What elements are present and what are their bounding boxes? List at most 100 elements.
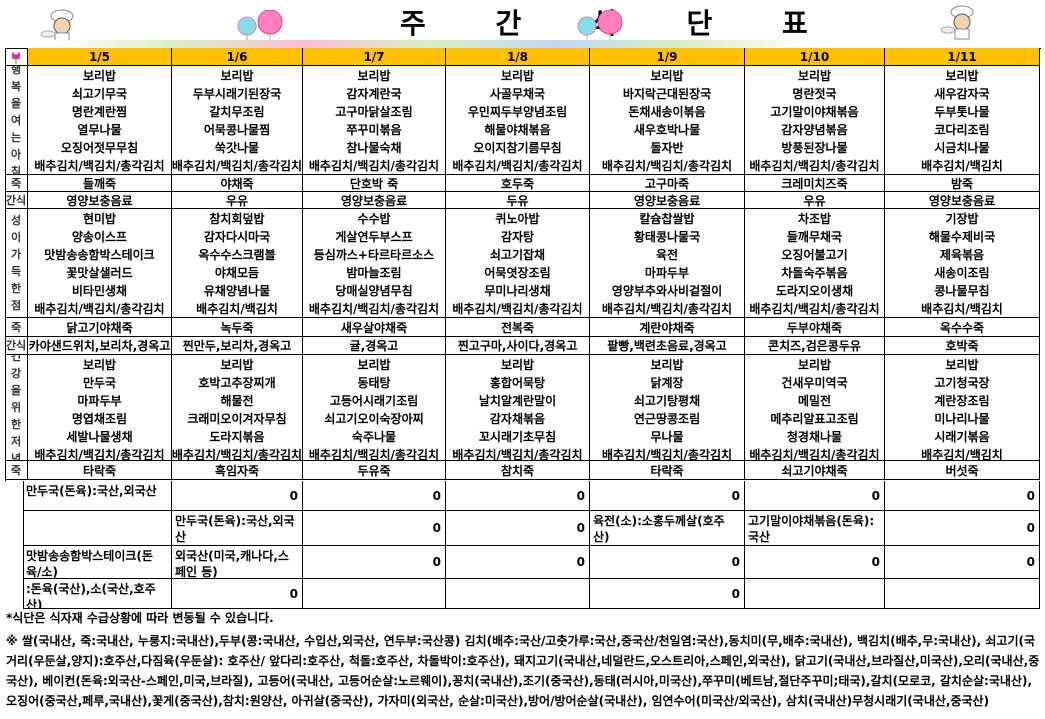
menu-item: 고구마죽 <box>644 176 690 191</box>
row-label-text: 행복을여는아침 <box>10 66 22 175</box>
menu-item: 배추김치/백김치/총각김치 <box>172 158 302 173</box>
menu-item: 명엽채조림 <box>71 411 128 426</box>
origin-cell <box>446 579 590 609</box>
menu-item: 무미나리생채 <box>484 283 551 298</box>
menu-item: 단호박 죽 <box>349 176 399 191</box>
menu-item: 두유 <box>506 193 529 208</box>
menu-item: 고기말이야채볶음 <box>770 104 859 119</box>
origin-cell: 고기말이야채볶음(돈육):국산 <box>745 511 885 546</box>
menu-item: 기장밥 <box>945 211 979 226</box>
menu-item: 등심까스+타르타르소스 <box>313 247 435 262</box>
menu-item: 배추김치/백김치/총각김치 <box>452 301 583 316</box>
origin-count: 0 <box>590 546 745 579</box>
menu-item: 참나물숙채 <box>346 140 402 155</box>
menu-item: 우유 <box>803 193 826 208</box>
menu-item: 보리밥 <box>650 68 684 83</box>
menu-item: 쇠고기야채죽 <box>781 463 848 478</box>
menu-item: 들깨죽 <box>82 176 117 191</box>
menu-item: 새우감자국 <box>934 86 990 101</box>
meal-cell: 보리밥 닭계장 쇠고기탕평채 연근땅콩조림 무나물 배추김치/백김치/총각김치 <box>590 355 745 461</box>
menu-item: 꼬시래기초무침 <box>478 429 557 444</box>
row-label-text: 간식 <box>5 339 27 352</box>
menu-item: 우유 <box>225 193 249 208</box>
meal-cell: 보리밥 동태탕 고등어시래기조림 쇠고기오이숙장아찌 숙주나물 배추김치/백김치/총각김치 <box>303 355 446 461</box>
row-label-text: 죽 <box>10 463 22 477</box>
menu-item: 차돌숙주볶음 <box>781 265 848 280</box>
meal-cell: 보리밥 고기청국장 계란장조림 미나리나물 시래기볶음 배추김치/백김치 <box>885 355 1040 461</box>
row-label: 죽 <box>5 461 28 480</box>
row-label: 간식 <box>5 337 28 355</box>
menu-item: 찐고구마,사이다,경옥고 <box>457 339 578 353</box>
menu-item: 들깨무채국 <box>786 229 843 244</box>
menu-item: 황태콩나물국 <box>633 229 701 244</box>
menu-item: 홍합어묵탕 <box>489 375 546 390</box>
menu-item: 청경채나물 <box>786 429 843 444</box>
meal-cell: 보리밥 건새우미역국 메밀전 메추리알표고조림 청경채나물 배추김치/백김치/총각김치 <box>745 355 885 461</box>
menu-item: 타락죽 <box>82 463 117 478</box>
menu-item: 보리밥 <box>500 68 535 83</box>
menu-item: 배추김치/백김치/총각김치 <box>749 301 880 316</box>
menu-item: 감자탕 <box>500 229 535 244</box>
menu-item: 배추김치/백김치/총각김치 <box>308 158 440 173</box>
snack-cell: 호박죽 <box>885 337 1040 355</box>
menu-item: 보리밥 <box>650 357 684 372</box>
origin-count: 0 <box>745 481 885 511</box>
porridge-cell: 계란야채죽 <box>590 318 745 337</box>
menu-item: 방풍된장나물 <box>781 140 848 155</box>
menu-item: 차조밥 <box>797 211 832 226</box>
menu-item: 계란야채죽 <box>639 320 695 335</box>
menu-item: 코다리조림 <box>934 122 990 137</box>
porridge-cell: 전복죽 <box>446 318 590 337</box>
menu-item: 옥수수스크램블 <box>198 247 276 262</box>
flower-border-decoration <box>50 40 810 48</box>
origin-count: 0 <box>172 481 303 511</box>
porridge-cell: 타락죽 <box>28 461 172 480</box>
origin-count: 0 <box>885 481 1040 511</box>
menu-item: 칼슘찹쌀밥 <box>639 211 695 226</box>
menu-item: 두부톳나물 <box>934 104 990 119</box>
menu-item: 보리밥 <box>797 68 832 83</box>
menu-item: 배추김치/백김치/총각김치 <box>308 301 440 316</box>
menu-item: 열무나물 <box>77 122 122 137</box>
menu-item: 날치알계란말이 <box>478 393 557 408</box>
snack-cell: 영양보충음료 <box>28 192 172 209</box>
meal-cell: 보리밥 사골무채국 우민찌두부양념조림 해물야채볶음 오이지참기름무침 배추김치/백김치/… <box>446 66 590 175</box>
origin-count: 0 <box>885 511 1040 546</box>
menu-item: 쑥갓나물 <box>214 140 260 155</box>
menu-item: 무나물 <box>650 429 684 444</box>
menu-item: 타락죽 <box>650 463 684 478</box>
menu-item: 오징어불고기 <box>781 247 848 262</box>
menu-item: 명란젓국 <box>792 86 837 101</box>
menu-item: 보리밥 <box>797 357 832 372</box>
menu-item: 미나리나물 <box>934 411 990 426</box>
porridge-cell: 호두죽 <box>446 175 590 192</box>
row-label: 행복을여는아침 <box>5 66 28 175</box>
origin-count: 0 <box>446 481 590 511</box>
menu-item: 배추김치/백김치/총각김치 <box>749 447 880 461</box>
menu-item: 영양보충음료 <box>340 193 408 208</box>
menu-item: 갈치무조림 <box>209 104 265 119</box>
snack-cell: 찐만두,보리차,경옥고 <box>172 337 303 355</box>
menu-item: 쇠고기무국 <box>71 86 128 101</box>
origin-count: 0 <box>590 481 745 511</box>
menu-item: 당매실양념무침 <box>335 283 413 298</box>
meal-cell: 보리밥 호박고추장찌개 해물전 크래미오이겨자무침 도라지볶음 배추김치/백김치/총각김치 <box>172 355 303 461</box>
menu-item: 영양보충음료 <box>66 193 133 208</box>
snack-cell: 우유 <box>172 192 303 209</box>
snack-cell: 카야샌드위치,보리차,경옥고 <box>28 337 172 355</box>
menu-item: 보리밥 <box>500 357 535 372</box>
chef-icon <box>40 9 74 44</box>
menu-item: 배추김치/백김치/총각김치 <box>308 447 440 461</box>
menu-item: 육전 <box>655 247 679 262</box>
menu-item: 참치회덮밥 <box>209 211 265 226</box>
menu-item: 감자양념볶음 <box>781 122 848 137</box>
porridge-cell: 들깨죽 <box>28 175 172 192</box>
menu-item: 우민찌두부양념조림 <box>467 104 568 119</box>
menu-item: 건새우미역국 <box>781 375 848 390</box>
menu-item: 메밀전 <box>797 393 832 408</box>
menu-item: 배추김치/백김치/총각김치 <box>34 301 165 316</box>
origin-cell: :돈육(국산),소(국산,호주산) <box>23 579 172 609</box>
menu-item: 두유죽 <box>357 463 391 478</box>
day-header: 1/5 <box>28 48 172 66</box>
